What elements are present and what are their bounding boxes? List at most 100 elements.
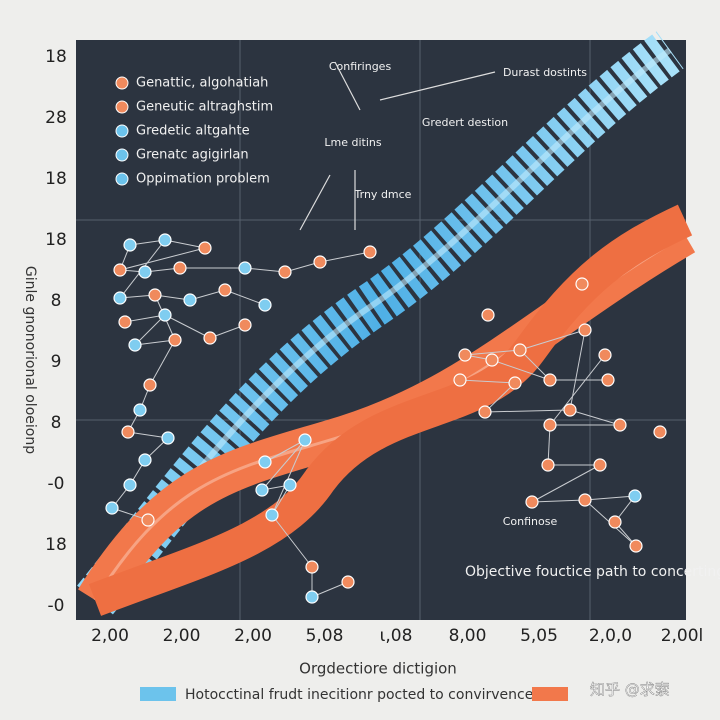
annotation: Confiringes [329, 60, 392, 73]
node [525, 495, 539, 509]
node [305, 560, 319, 574]
y-tick-label: 18 [45, 535, 67, 555]
node [198, 241, 212, 255]
node [613, 418, 627, 432]
x-tick-label: 2,00 [163, 626, 201, 646]
node [113, 291, 127, 305]
arrows [299, 61, 496, 231]
annotation: Lme ditins [324, 136, 381, 149]
node [578, 323, 592, 337]
y-tick-label: 9 [51, 352, 62, 372]
edge [134, 339, 176, 346]
caption: Hotocctinal frudt inecitionr pocted to c… [185, 687, 533, 703]
edge [319, 251, 371, 263]
edge [224, 289, 266, 306]
node [113, 263, 127, 277]
edge [531, 499, 586, 503]
node [258, 455, 272, 469]
edge [244, 267, 286, 273]
x-tick-label: ɩ,08 [380, 626, 413, 646]
node [121, 425, 135, 439]
node [123, 478, 137, 492]
edge [271, 439, 306, 516]
node [203, 331, 217, 345]
annotation: Objective fouctice path to concertinge [465, 564, 720, 580]
node [628, 489, 642, 503]
edge [127, 431, 169, 439]
edge [484, 409, 571, 413]
legend-label: Geneutic altraghstim [136, 100, 273, 115]
node [305, 590, 319, 604]
y-tick-label: 28 [45, 108, 67, 128]
node [168, 333, 182, 347]
edge [547, 424, 551, 466]
edge [264, 439, 306, 463]
node [341, 575, 355, 589]
x-axis-title: Orgdectiore dictigion [299, 660, 457, 678]
node [255, 483, 269, 497]
edge [271, 514, 313, 568]
node [278, 265, 292, 279]
orange-ribbon-lower [88, 204, 693, 616]
node [593, 458, 607, 472]
node [508, 376, 522, 390]
edge [164, 314, 211, 339]
caption-swatch-blue [140, 687, 176, 701]
legend-dot [115, 124, 129, 138]
node [158, 308, 172, 322]
node [363, 245, 377, 259]
node [118, 315, 132, 329]
node [543, 418, 557, 432]
edge [119, 247, 206, 271]
y-tick-label: -0 [48, 596, 65, 616]
node [543, 373, 557, 387]
y-tick-label: 8 [51, 291, 62, 311]
y-tick-label: 8 [51, 413, 62, 433]
node [138, 265, 152, 279]
node-network [105, 233, 667, 604]
edge [124, 314, 166, 323]
x-tick-label: 2,00 [234, 626, 272, 646]
node [123, 238, 137, 252]
caption-swatch-orange [532, 687, 568, 701]
x-tick-label: 2,00l [661, 626, 704, 646]
node [629, 539, 643, 553]
node [105, 501, 119, 515]
node [653, 425, 667, 439]
edge [484, 382, 516, 413]
node [481, 308, 495, 322]
edge [584, 495, 636, 501]
edge [464, 349, 521, 356]
node [541, 458, 555, 472]
node [601, 373, 615, 387]
watermark: 知乎 @求索 [590, 681, 670, 699]
node [513, 343, 527, 357]
y-tick-label: -0 [48, 474, 65, 494]
edge [261, 439, 306, 491]
x-tick-label: 2,00 [91, 626, 129, 646]
node [183, 293, 197, 307]
node [238, 318, 252, 332]
node [143, 378, 157, 392]
node [453, 373, 467, 387]
y-tick-label: 18 [45, 169, 67, 189]
node [133, 403, 147, 417]
legend-dot [115, 148, 129, 162]
x-tick-label: 8,00 [449, 626, 487, 646]
node [575, 277, 589, 291]
node [238, 261, 252, 275]
legend-label: Grenatc agigirlan [136, 148, 249, 163]
edge [149, 339, 176, 386]
node [478, 405, 492, 419]
node [158, 233, 172, 247]
node [138, 453, 152, 467]
edge [134, 314, 166, 346]
node [128, 338, 142, 352]
annotation: Trny dmce [354, 188, 412, 201]
y-axis-title: Ginle gnonorional oloeionp [22, 266, 38, 454]
edge [519, 329, 586, 351]
x-tick-label: 5,08 [306, 626, 344, 646]
edge [519, 349, 551, 381]
node [258, 298, 272, 312]
node [173, 261, 187, 275]
